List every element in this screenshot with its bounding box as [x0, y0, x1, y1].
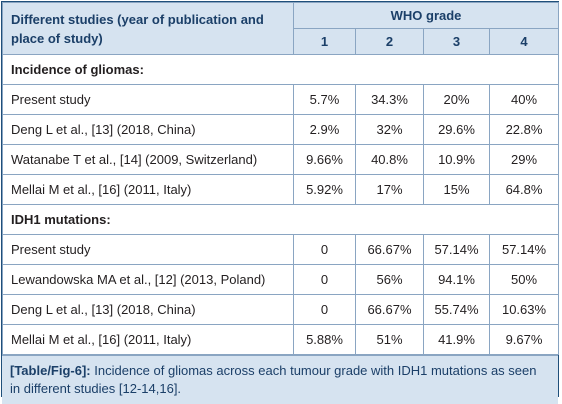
grade-1-cell: 2.9% [293, 114, 356, 145]
grade-3-cell: 15% [423, 174, 490, 205]
table-row: Deng L et al., [13] (2018, China) 0 66.67%… [2, 294, 560, 325]
caption-label: [Table/Fig-6]: [10, 363, 91, 378]
header-who-grade: WHO grade [292, 2, 560, 29]
table-row: Deng L et al., [13] (2018, China) 2.9% 32%… [2, 114, 560, 145]
table-row: Present study 0 66.67% 57.14% 57.14% [2, 234, 560, 265]
table-row: Lewandowska MA et al., [12] (2013, Polan… [2, 264, 560, 295]
section-title: Incidence of gliomas: [1, 54, 560, 85]
header-grade-3: 3 [423, 28, 490, 55]
section-row: Incidence of gliomas: [1, 54, 560, 85]
grade-4-cell: 10.63% [488, 294, 560, 325]
grade-2-cell: 17% [355, 174, 424, 205]
grade-2-cell: 34.3% [355, 84, 424, 115]
table-caption: [Table/Fig-6]: Incidence of gliomas acro… [2, 355, 558, 404]
section-row: IDH1 mutations: [1, 204, 560, 235]
header-study: Different studies (year of publication a… [2, 2, 294, 55]
grade-1-cell: 0 [293, 294, 356, 325]
grade-4-cell: 29% [488, 144, 560, 175]
table-body: Incidence of gliomas: Present study 5.7% 34… [1, 54, 560, 355]
study-cell: Deng L et al., [13] (2018, China) [2, 114, 294, 145]
grade-2-cell: 66.67% [355, 294, 424, 325]
grade-4-cell: 22.8% [488, 114, 560, 145]
table-row: Watanabe T et al., [14] (2009, Switzerla… [2, 144, 560, 175]
grade-2-cell: 40.8% [355, 144, 424, 175]
grade-3-cell: 29.6% [423, 114, 490, 145]
grade-1-cell: 5.92% [293, 174, 356, 205]
grade-4-cell: 64.8% [488, 174, 560, 205]
grade-4-cell: 9.67% [488, 324, 560, 355]
header-grade-4: 4 [488, 28, 560, 55]
grade-2-cell: 32% [355, 114, 424, 145]
grade-2-cell: 56% [355, 264, 424, 295]
caption-text: Incidence of gliomas across each tumour … [10, 363, 537, 396]
grade-2-cell: 66.67% [355, 234, 424, 265]
grade-4-cell: 57.14% [488, 234, 560, 265]
data-table: Different studies (year of publication a… [1, 2, 560, 355]
grade-1-cell: 9.66% [293, 144, 356, 175]
grade-4-cell: 50% [488, 264, 560, 295]
study-cell: Watanabe T et al., [14] (2009, Switzerla… [2, 144, 294, 175]
grade-1-cell: 0 [293, 264, 356, 295]
study-cell: Deng L et al., [13] (2018, China) [2, 294, 294, 325]
study-cell: Present study [2, 84, 294, 115]
header-grade-1: 1 [293, 28, 356, 55]
table-row: Mellai M et al., [16] (2011, Italy) 5.92%… [2, 174, 560, 205]
grade-2-cell: 51% [355, 324, 424, 355]
grade-3-cell: 55.74% [423, 294, 490, 325]
grade-3-cell: 41.9% [423, 324, 490, 355]
table-row: Mellai M et al., [16] (2011, Italy) 5.88%… [2, 324, 560, 355]
grade-3-cell: 94.1% [423, 264, 490, 295]
grade-1-cell: 5.88% [293, 324, 356, 355]
study-cell: Mellai M et al., [16] (2011, Italy) [2, 174, 294, 205]
study-cell: Lewandowska MA et al., [12] (2013, Polan… [2, 264, 294, 295]
study-cell: Mellai M et al., [16] (2011, Italy) [2, 324, 294, 355]
header-grade-2: 2 [355, 28, 424, 55]
grade-3-cell: 57.14% [423, 234, 490, 265]
grade-3-cell: 20% [423, 84, 490, 115]
grade-1-cell: 0 [293, 234, 356, 265]
grade-3-cell: 10.9% [423, 144, 490, 175]
study-cell: Present study [2, 234, 294, 265]
grade-1-cell: 5.7% [293, 84, 356, 115]
table-row: Present study 5.7% 34.3% 20% 40% [2, 84, 560, 115]
grade-4-cell: 40% [488, 84, 560, 115]
section-title: IDH1 mutations: [1, 204, 560, 235]
